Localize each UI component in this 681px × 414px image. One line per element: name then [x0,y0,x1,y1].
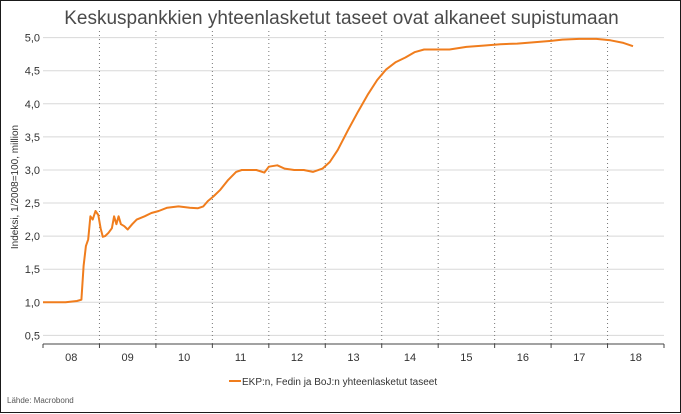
source-note: Lähde: Macrobond [7,396,74,405]
y-tick-label: 1,5 [25,264,40,276]
y-axis-label: Indeksi, 1/2008=100, million [10,125,21,249]
x-tick-label: 13 [347,352,359,364]
legend-label: EKP:n, Fedin ja BoJ:n yhteenlasketut tas… [242,377,437,388]
x-tick-label: 14 [404,352,416,364]
y-axis: 0,5 1,0 1,5 2,0 2,5 3,0 3,5 4,0 4,5 5,0 [25,33,40,343]
y-tick-label: 4,5 [25,66,40,78]
x-tick-label: 16 [517,352,529,364]
y-tick-label: 2,5 [25,198,40,210]
x-tick-label: 15 [460,352,472,364]
series-line [43,37,634,304]
x-axis: 08 09 10 11 12 13 14 15 16 17 18 [42,343,665,364]
grid-layer [43,31,664,344]
y-tick-label: 2,0 [25,231,40,243]
y-tick-label: 4,0 [25,99,40,111]
x-tick-label: 17 [573,352,585,364]
x-tick-label: 11 [235,352,246,364]
x-tick-label: 09 [122,352,134,364]
y-tick-label: 3,0 [25,165,40,177]
y-tick-label: 0,5 [25,330,40,342]
legend: EKP:n, Fedin ja BoJ:n yhteenlasketut tas… [229,377,437,388]
y-tick-label: 3,5 [25,132,40,144]
x-tick-label: 08 [65,352,77,364]
y-tick-label: 1,0 [25,297,40,309]
x-tick-label: 18 [630,352,642,364]
series-layer [43,37,634,304]
y-tick-label: 5,0 [25,33,40,45]
chart-title: Keskuspankkien yhteenlasketut taseet ova… [64,8,619,29]
x-tick-label: 10 [178,352,190,364]
x-tick-label: 12 [291,352,303,364]
